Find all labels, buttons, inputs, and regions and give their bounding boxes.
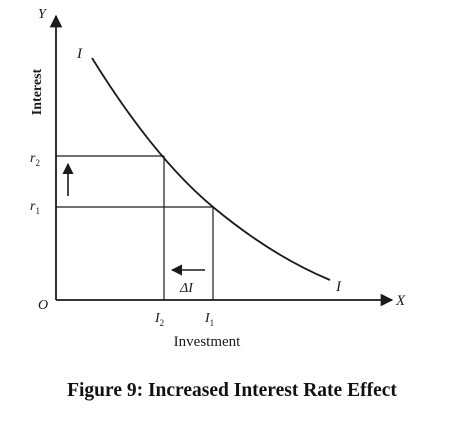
- r2-base: r: [30, 151, 36, 166]
- figure-caption: Figure 9: Increased Interest Rate Effect: [67, 380, 397, 401]
- i2-base: I: [154, 311, 161, 326]
- x-axis-letter: X: [395, 293, 406, 309]
- r1-sub: 1: [35, 206, 40, 216]
- i1-sub: 1: [210, 318, 215, 328]
- y-axis-title: Interest: [30, 68, 45, 115]
- i2-sub: 2: [160, 318, 165, 328]
- curve-label-top: I: [76, 46, 83, 62]
- r2-sub: 2: [35, 158, 40, 168]
- r1-label: r1: [30, 199, 40, 216]
- i2-label: I2: [154, 311, 164, 328]
- curve-label-bottom: I: [335, 279, 342, 295]
- i1-base: I: [204, 311, 211, 326]
- investment-demand-curve: [91, 57, 331, 281]
- delta-investment-label: ΔI: [179, 281, 194, 296]
- r1-base: r: [30, 199, 36, 214]
- origin-label: O: [38, 298, 48, 313]
- y-axis-letter: Y: [38, 7, 48, 22]
- r2-label: r2: [30, 151, 40, 168]
- i1-label: I1: [204, 311, 214, 328]
- investment-demand-diagram: Y X O Interest I I r2 r1 I2 I1 ΔI Invest…: [30, 7, 406, 350]
- x-axis-title: Investment: [174, 334, 241, 350]
